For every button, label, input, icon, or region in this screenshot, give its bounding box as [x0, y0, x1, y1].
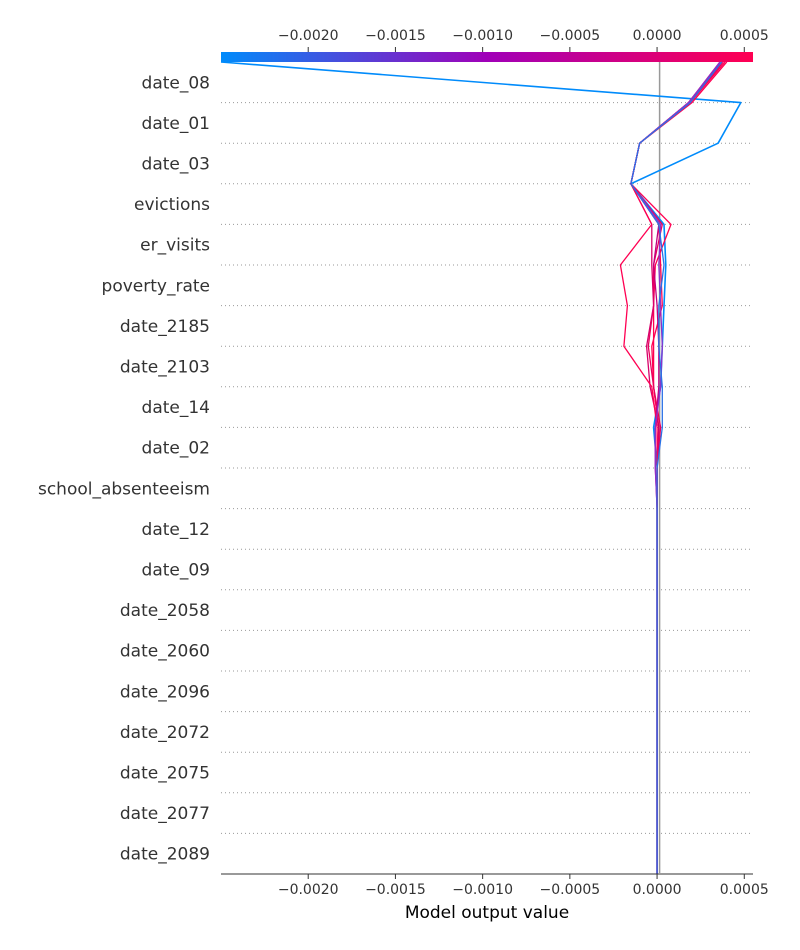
feature-label-date-2185: date_2185 [120, 317, 210, 337]
x-axis-label: Model output value [405, 903, 569, 923]
feature-label-date-03: date_03 [142, 155, 210, 175]
bottom-tick-label: −0.0010 [452, 882, 513, 898]
decision-line-2 [630, 61, 721, 874]
feature-label-date-09: date_09 [142, 561, 210, 581]
feature-label-date-14: date_14 [142, 398, 210, 418]
top-tick-label: −0.0005 [539, 28, 600, 44]
grid-layer [221, 102, 753, 834]
feature-label-date-2075: date_2075 [120, 764, 210, 784]
feature-label-date-12: date_12 [142, 520, 210, 540]
top-tick-label: −0.0010 [452, 28, 513, 44]
feature-label-poverty-rate: poverty_rate [102, 276, 210, 296]
colorbar [221, 52, 753, 62]
decision-line-5 [630, 61, 723, 874]
feature-label-date-2103: date_2103 [120, 358, 210, 378]
feature-label-date-2072: date_2072 [120, 723, 210, 743]
top-tick-label: −0.0015 [365, 28, 426, 44]
feature-label-date-2077: date_2077 [120, 804, 210, 824]
decision-line-8 [630, 61, 721, 874]
bottom-tick-label: 0.0000 [633, 882, 682, 898]
top-axis-ticks: −0.0020 −0.0015 −0.0010 −0.0005 0.0000 0.0005 [278, 28, 769, 52]
decision-line-7 [630, 61, 723, 874]
feature-label-date-02: date_02 [142, 439, 210, 459]
bottom-tick-label: 0.0005 [720, 882, 769, 898]
feature-label-date-01: date_01 [142, 114, 210, 134]
feature-label-evictions: evictions [134, 195, 210, 215]
feature-label-date-2089: date_2089 [120, 845, 210, 865]
top-tick-label: 0.0005 [720, 28, 769, 44]
feature-label-date-2058: date_2058 [120, 601, 210, 621]
feature-labels: date_08 date_01 date_03 evictions er_visitsp… [38, 73, 210, 864]
feature-label-school-absenteeism: school_absenteeism [38, 479, 210, 499]
feature-label-er-visits: er_visits [140, 236, 210, 256]
bottom-axis-ticks: −0.0020 −0.0015 −0.0010 −0.0005 0.0000 0.0005 [278, 874, 769, 898]
top-tick-label: −0.0020 [278, 28, 339, 44]
decision-line-9 [630, 61, 723, 874]
top-tick-label: 0.0000 [633, 28, 682, 44]
feature-label-date-08: date_08 [142, 73, 210, 93]
bottom-tick-label: −0.0020 [278, 882, 339, 898]
feature-label-date-2096: date_2096 [120, 682, 210, 702]
bottom-tick-label: −0.0015 [365, 882, 426, 898]
decision-line-1 [220, 61, 742, 874]
feature-label-date-2060: date_2060 [120, 642, 210, 662]
decision-lines [220, 61, 742, 874]
bottom-tick-label: −0.0005 [539, 882, 600, 898]
